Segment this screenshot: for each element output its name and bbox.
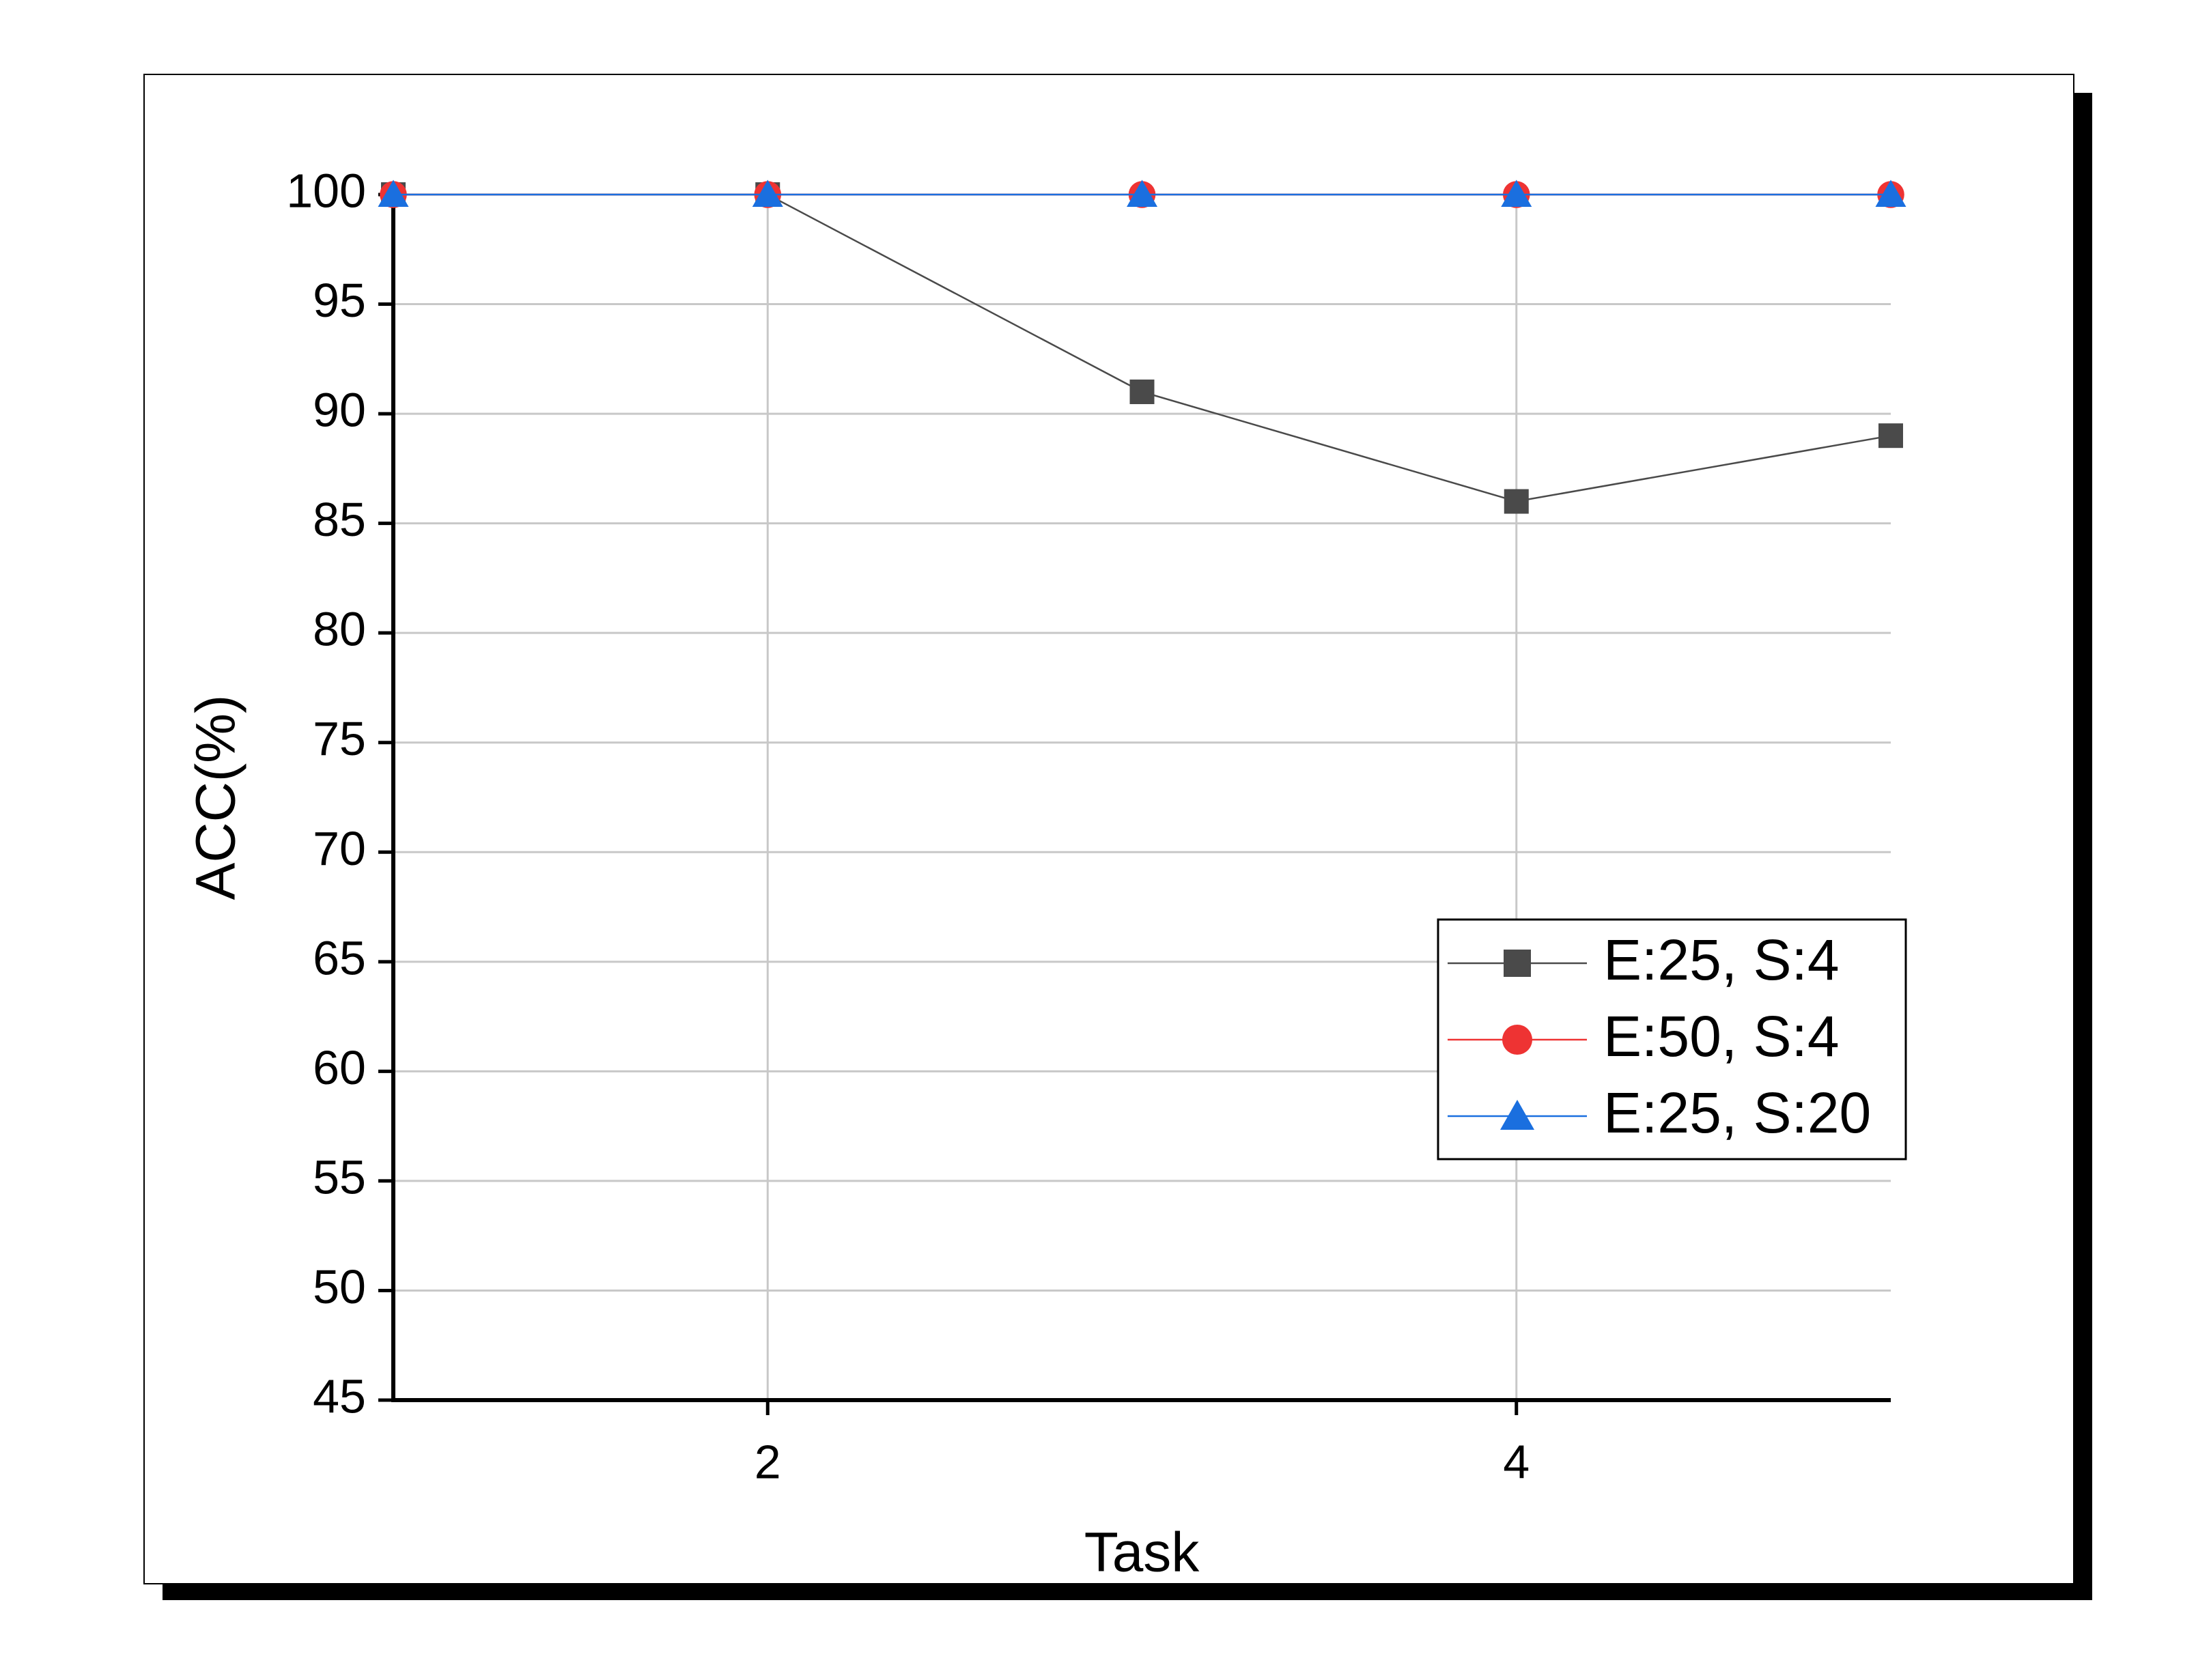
data-point xyxy=(1875,180,1906,207)
y-tick-label: 95 xyxy=(313,274,366,327)
y-tick-label: 100 xyxy=(286,164,366,217)
y-tick-label: 90 xyxy=(313,384,366,437)
x-tick-label: 2 xyxy=(755,1435,781,1488)
data-point xyxy=(1129,379,1155,404)
data-point xyxy=(1878,423,1903,449)
data-point xyxy=(1127,180,1157,207)
legend-marker xyxy=(1504,950,1531,977)
legend-marker xyxy=(1502,1025,1532,1055)
data-point xyxy=(752,180,783,207)
y-tick-label: 65 xyxy=(313,931,366,984)
y-tick-label: 70 xyxy=(313,822,366,875)
data-point xyxy=(378,180,409,207)
y-tick-label: 50 xyxy=(313,1260,366,1313)
y-axis-title: ACC(%) xyxy=(185,695,247,900)
data-point xyxy=(1504,489,1529,514)
frame xyxy=(143,74,2074,1584)
y-tick-label: 75 xyxy=(313,712,366,765)
legend-marker xyxy=(1500,1100,1534,1130)
y-tick-label: 55 xyxy=(313,1150,366,1204)
legend-label: E:25, S:20 xyxy=(1603,1081,1871,1145)
x-axis-title: Task xyxy=(1084,1522,1200,1584)
y-tick-label: 45 xyxy=(313,1369,366,1423)
legend-label: E:50, S:4 xyxy=(1603,1004,1840,1068)
data-point xyxy=(1501,180,1532,207)
y-tick-label: 85 xyxy=(313,493,366,546)
x-tick-label: 4 xyxy=(1503,1435,1530,1488)
y-tick-label: 60 xyxy=(313,1041,366,1094)
legend-label: E:25, S:4 xyxy=(1603,928,1840,992)
y-tick-label: 80 xyxy=(313,603,366,656)
